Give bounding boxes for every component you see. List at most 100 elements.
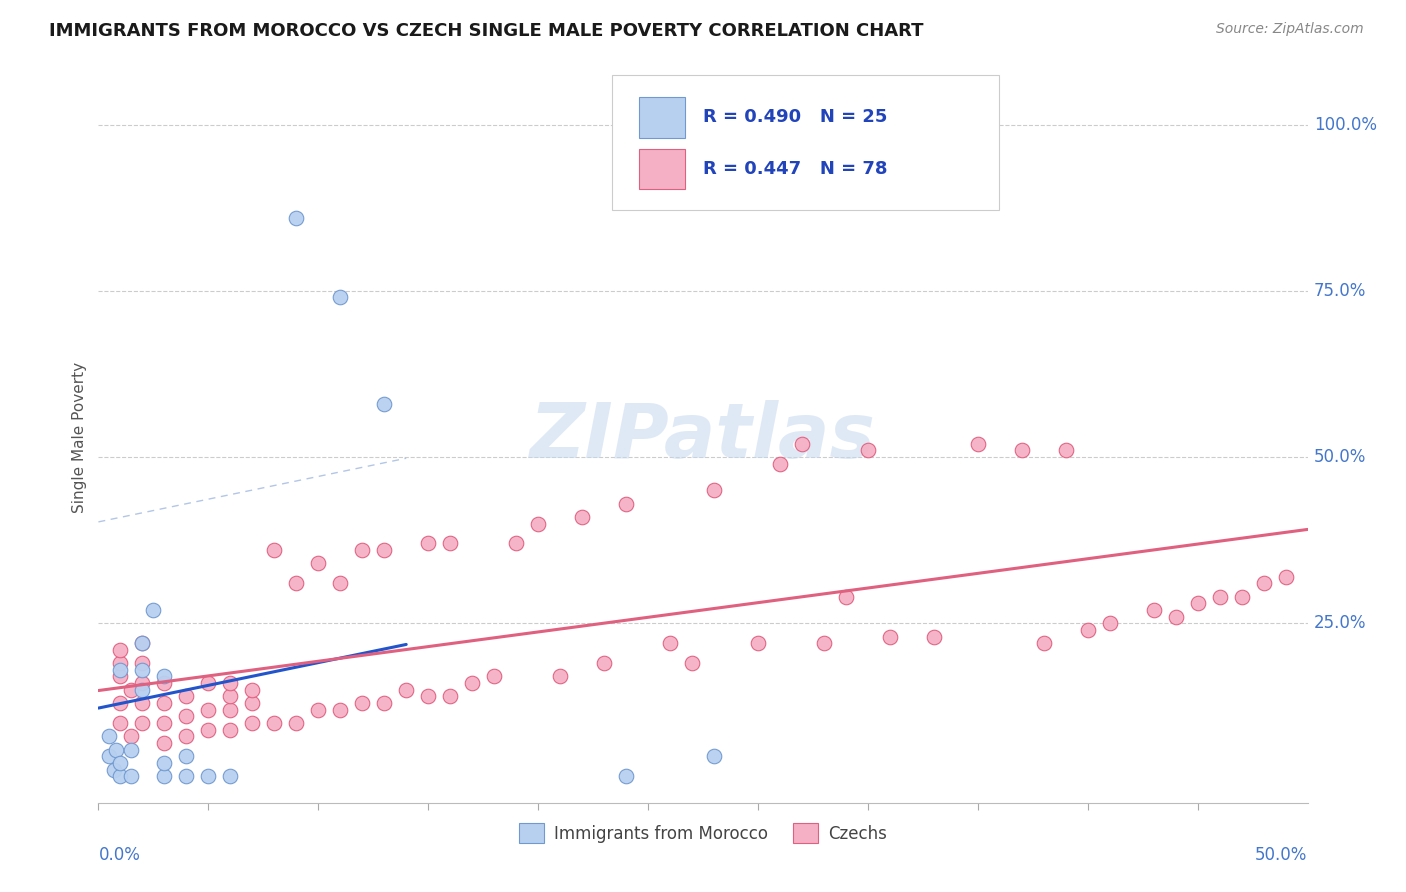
Point: [176, 690, 198, 704]
Point: [153, 736, 176, 750]
Point: [790, 436, 813, 450]
Point: [219, 769, 242, 783]
Legend: Immigrants from Morocco, Czechs: Immigrants from Morocco, Czechs: [512, 817, 894, 849]
Point: [153, 696, 176, 710]
FancyBboxPatch shape: [613, 75, 1000, 211]
Point: [703, 483, 725, 498]
Point: [105, 742, 128, 756]
Point: [747, 636, 769, 650]
Text: Source: ZipAtlas.com: Source: ZipAtlas.com: [1216, 22, 1364, 37]
Text: R = 0.490   N = 25: R = 0.490 N = 25: [703, 109, 887, 127]
Point: [240, 696, 263, 710]
Point: [1143, 603, 1166, 617]
Point: [110, 696, 132, 710]
Point: [176, 729, 198, 743]
Point: [131, 636, 153, 650]
Point: [219, 676, 242, 690]
Point: [110, 769, 132, 783]
Point: [614, 497, 637, 511]
Point: [110, 716, 132, 731]
Point: [131, 636, 153, 650]
Point: [439, 690, 461, 704]
Point: [373, 543, 395, 558]
Point: [593, 656, 616, 670]
Point: [110, 643, 132, 657]
Point: [285, 576, 308, 591]
Point: [153, 769, 176, 783]
FancyBboxPatch shape: [638, 149, 685, 189]
Point: [548, 669, 571, 683]
Point: [131, 716, 153, 731]
Point: [131, 663, 153, 677]
Point: [1253, 576, 1275, 591]
Point: [197, 723, 219, 737]
Point: [329, 703, 352, 717]
Point: [813, 636, 835, 650]
Point: [110, 663, 132, 677]
Point: [131, 682, 153, 697]
Point: [263, 716, 285, 731]
Point: [176, 709, 198, 723]
Point: [329, 290, 352, 304]
Point: [110, 669, 132, 683]
Point: [329, 576, 352, 591]
Point: [461, 676, 484, 690]
Point: [197, 676, 219, 690]
Point: [571, 509, 593, 524]
Point: [153, 716, 176, 731]
Point: [197, 769, 219, 783]
Point: [505, 536, 527, 550]
Point: [1274, 570, 1296, 584]
Point: [418, 536, 440, 550]
Text: 25.0%: 25.0%: [1313, 615, 1367, 632]
Point: [307, 703, 329, 717]
Y-axis label: Single Male Poverty: Single Male Poverty: [72, 361, 87, 513]
Point: [153, 676, 176, 690]
Point: [131, 676, 153, 690]
Point: [482, 669, 505, 683]
Point: [1098, 616, 1121, 631]
Point: [142, 603, 165, 617]
Point: [373, 397, 395, 411]
Point: [219, 703, 242, 717]
Point: [835, 590, 858, 604]
Point: [98, 749, 121, 764]
Text: IMMIGRANTS FROM MOROCCO VS CZECH SINGLE MALE POVERTY CORRELATION CHART: IMMIGRANTS FROM MOROCCO VS CZECH SINGLE …: [49, 22, 924, 40]
Text: 50.0%: 50.0%: [1256, 846, 1308, 864]
Point: [1164, 609, 1187, 624]
Point: [110, 656, 132, 670]
Point: [769, 457, 792, 471]
Point: [110, 756, 132, 770]
Point: [219, 723, 242, 737]
Point: [219, 690, 242, 704]
Point: [131, 656, 153, 670]
Point: [418, 690, 440, 704]
Point: [176, 769, 198, 783]
Point: [103, 763, 125, 777]
Point: [395, 682, 418, 697]
FancyBboxPatch shape: [638, 97, 685, 137]
Text: 50.0%: 50.0%: [1313, 448, 1367, 466]
Point: [307, 557, 329, 571]
Point: [1011, 443, 1033, 458]
Point: [856, 443, 879, 458]
Point: [197, 703, 219, 717]
Point: [1230, 590, 1253, 604]
Point: [352, 543, 374, 558]
Point: [352, 696, 374, 710]
Point: [98, 729, 121, 743]
Point: [922, 630, 945, 644]
Point: [120, 729, 142, 743]
Point: [263, 543, 285, 558]
Point: [614, 769, 637, 783]
Text: 100.0%: 100.0%: [1313, 116, 1376, 134]
Point: [240, 682, 263, 697]
Point: [681, 656, 703, 670]
Point: [120, 742, 142, 756]
Point: [153, 669, 176, 683]
Point: [1187, 596, 1209, 610]
Point: [131, 696, 153, 710]
Text: 75.0%: 75.0%: [1313, 282, 1367, 300]
Point: [879, 630, 901, 644]
Point: [285, 716, 308, 731]
